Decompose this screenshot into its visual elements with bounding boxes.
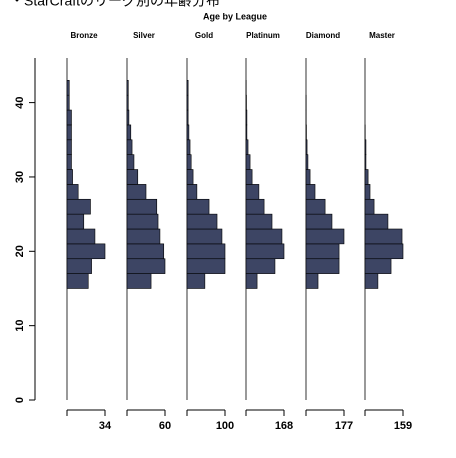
- bar: [365, 244, 403, 259]
- panel-label: Master: [369, 31, 395, 40]
- bar: [67, 214, 84, 229]
- bar: [187, 259, 225, 274]
- bar: [127, 155, 134, 170]
- bar: [187, 125, 189, 140]
- bar: [67, 80, 69, 95]
- bar: [187, 140, 190, 155]
- bar: [187, 170, 193, 185]
- bar: [246, 155, 250, 170]
- x-tick-label: 100: [216, 420, 234, 432]
- y-tick-label: 0: [14, 397, 26, 403]
- bar: [67, 259, 92, 274]
- panel-label: Platinum: [246, 31, 280, 40]
- bar: [187, 155, 191, 170]
- bar: [127, 244, 164, 259]
- bar: [67, 95, 69, 110]
- bar: [187, 110, 188, 125]
- bar: [306, 184, 315, 199]
- y-tick-label: 10: [14, 320, 26, 332]
- bar: [306, 199, 325, 214]
- panel-label: Gold: [195, 31, 213, 40]
- bar: [127, 214, 158, 229]
- bar: [127, 170, 138, 185]
- x-tick-label: 60: [159, 420, 171, 432]
- bar: [187, 95, 188, 110]
- y-tick-label: 20: [14, 245, 26, 257]
- bar: [365, 170, 368, 185]
- bar: [306, 244, 339, 259]
- bar: [306, 170, 310, 185]
- panel-label: Bronze: [70, 31, 98, 40]
- bar: [127, 259, 165, 274]
- y-tick-label: 30: [14, 171, 26, 183]
- bar: [365, 184, 370, 199]
- bar: [246, 274, 257, 289]
- bar: [67, 155, 71, 170]
- bar: [246, 259, 275, 274]
- bar: [246, 170, 252, 185]
- bar: [306, 259, 339, 274]
- chart-title: Age by League: [203, 11, 267, 21]
- bar: [127, 80, 128, 95]
- bar: [67, 170, 73, 185]
- bar: [246, 214, 272, 229]
- bar: [67, 244, 105, 259]
- bar: [246, 110, 247, 125]
- bar: [127, 184, 146, 199]
- bar: [246, 199, 264, 214]
- y-tick-label: 40: [14, 96, 26, 108]
- x-tick-label: 34: [99, 420, 112, 432]
- bar: [246, 125, 247, 140]
- bar: [127, 125, 131, 140]
- bar: [365, 214, 388, 229]
- bar: [127, 229, 160, 244]
- bar: [67, 125, 71, 140]
- bar: [365, 229, 402, 244]
- bar: [306, 229, 344, 244]
- bar: [187, 80, 188, 95]
- bar: [187, 229, 222, 244]
- bar: [246, 140, 248, 155]
- bar: [127, 199, 157, 214]
- bar: [365, 274, 378, 289]
- caption: ・StarCraftのリーグ別の年齢分布: [10, 0, 220, 9]
- x-tick-label: 168: [275, 420, 293, 432]
- panel-label: Diamond: [306, 31, 340, 40]
- bar: [187, 244, 225, 259]
- bar: [127, 95, 128, 110]
- bar: [306, 155, 308, 170]
- x-tick-label: 177: [335, 420, 353, 432]
- bar: [67, 229, 95, 244]
- bar: [187, 214, 217, 229]
- bar: [67, 140, 71, 155]
- bar: [246, 229, 282, 244]
- bar: [246, 184, 259, 199]
- bar: [67, 110, 71, 125]
- bar: [306, 274, 318, 289]
- bar: [187, 274, 205, 289]
- bar: [127, 274, 151, 289]
- bar: [187, 184, 197, 199]
- bar: [246, 244, 284, 259]
- bar: [365, 199, 374, 214]
- bar: [127, 110, 129, 125]
- bar: [67, 184, 78, 199]
- bar: [306, 214, 332, 229]
- bar: [365, 140, 366, 155]
- bar: [67, 199, 90, 214]
- panel-label: Silver: [133, 31, 155, 40]
- bar: [365, 259, 391, 274]
- bar: [127, 140, 132, 155]
- bar: [187, 199, 209, 214]
- bar: [365, 155, 366, 170]
- bar: [67, 274, 88, 289]
- x-tick-label: 159: [394, 420, 412, 432]
- bar: [306, 140, 307, 155]
